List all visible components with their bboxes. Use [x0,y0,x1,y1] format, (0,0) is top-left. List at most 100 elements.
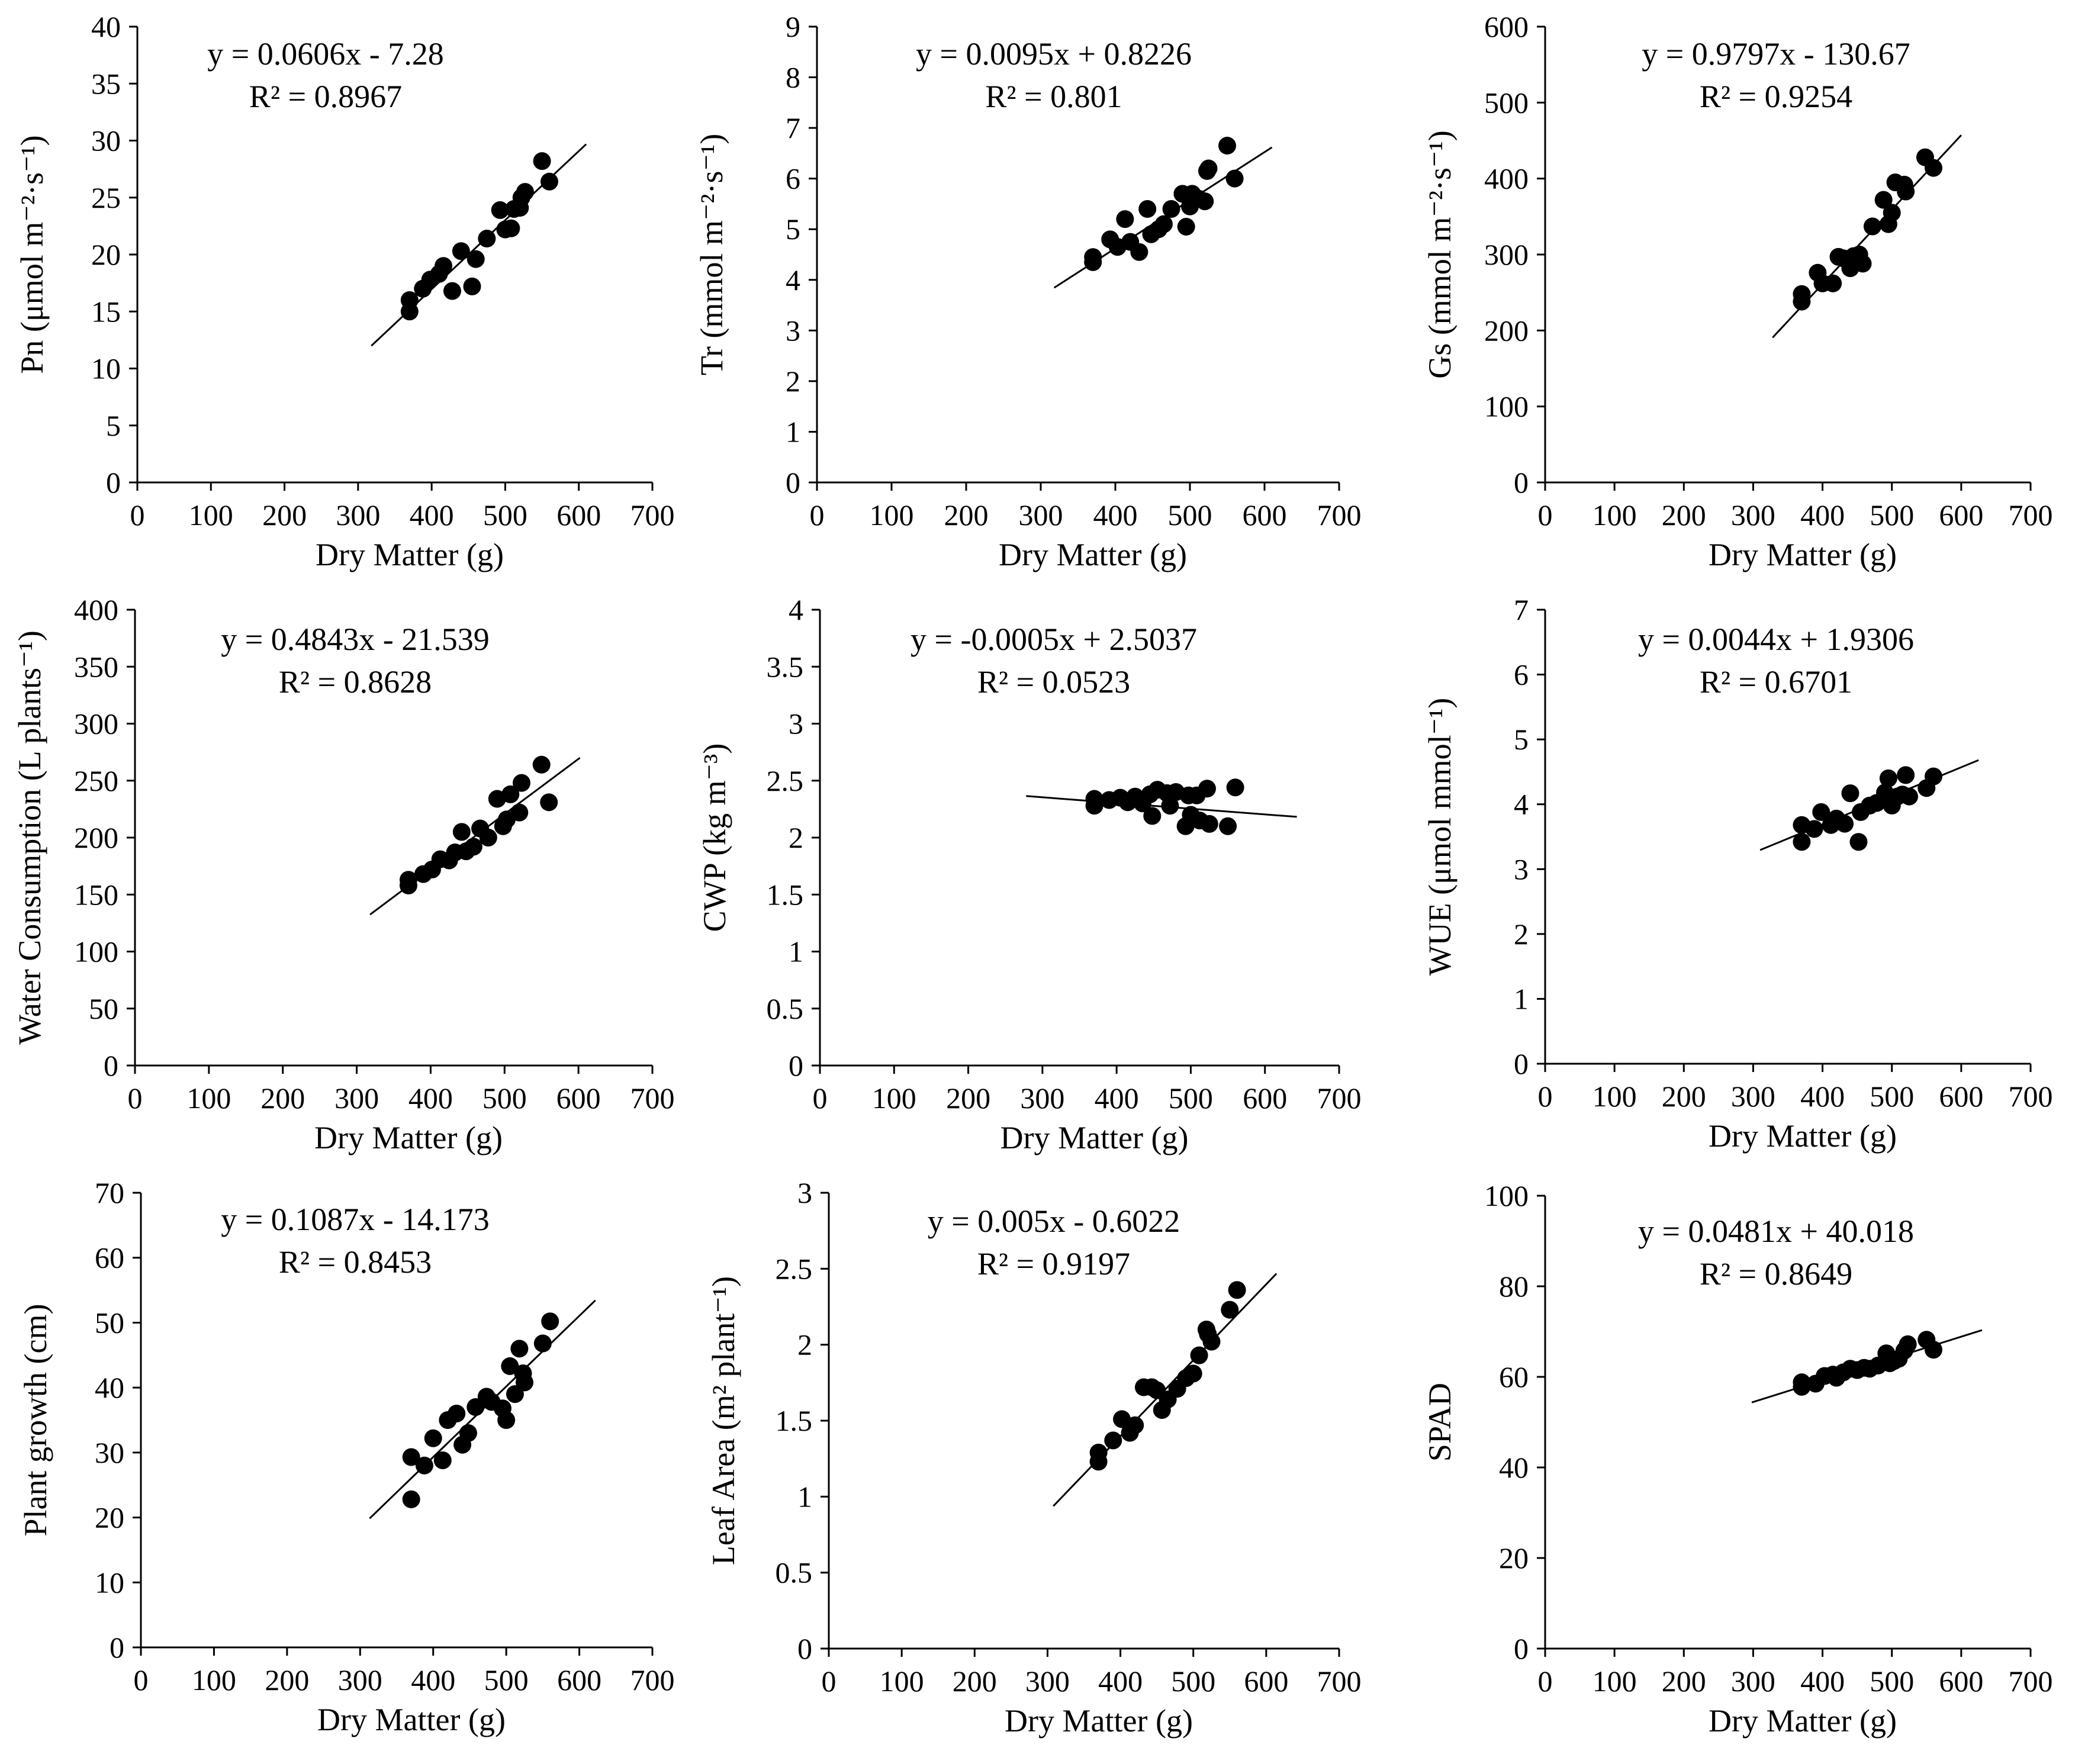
y-tick-label: 5 [106,409,121,442]
data-point [399,876,417,894]
x-tick-label: 300 [338,1663,382,1697]
y-tick-label: 400 [74,593,118,626]
data-point [435,257,453,275]
y-tick-label: 400 [1484,162,1529,195]
y-tick-label: 7 [1514,593,1529,626]
x-tick-label: 500 [1168,498,1212,532]
chart-panel-2: 0 100 200 300 400 500 600 700 0 1 2 3 4 5 6 7 8 9 Dry Matt… [694,10,1362,572]
chart-panel-9: 0 100 200 300 400 500 600 700 0 20 40 60 80 100 Dry Ma… [1422,1179,2053,1739]
x-tick-label: 500 [1169,1081,1213,1115]
x-tick-label: 700 [2009,498,2053,532]
y-tick-label: 350 [74,650,118,683]
x-tick-label: 200 [946,1081,990,1115]
y-axis-title: WUE (μmol mmol⁻¹) [1422,698,1458,976]
x-axis-title: Dry Matter (g) [1709,1118,1897,1154]
data-point [1793,1377,1811,1396]
data-point [1883,204,1901,222]
x-tick-label: 200 [1662,498,1706,532]
data-point [502,219,520,237]
data-point [491,201,509,219]
x-tick-label: 700 [630,498,675,532]
data-point [510,803,529,822]
chart-panel-6: 0 100 200 300 400 500 600 700 0 1 2 3 4 5 6 7 Dry Matter… [1422,593,2053,1154]
y-tick-label: 0.5 [776,1556,813,1589]
y-tick-label: 200 [1484,314,1529,347]
y-axis-title: Tr (mmol m⁻²·s⁻¹) [694,134,729,375]
chart-panel-5: 0 100 200 300 400 500 600 700 0 0.5 1 1.5 2 2.5 3 3.5 4 D… [697,593,1362,1155]
x-tick-label: 200 [1662,1080,1706,1113]
y-tick-label: 300 [74,707,118,741]
x-tick-label: 700 [2009,1080,2053,1113]
data-point [1897,182,1915,201]
y-tick-label: 15 [91,295,121,328]
y-tick-label: 1.5 [776,1404,813,1437]
x-tick-label: 200 [260,1081,305,1115]
y-tick-label: 6 [1514,658,1529,691]
x-tick-label: 500 [1870,498,1914,532]
data-point [1200,815,1218,833]
y-tick-label: 0 [104,1049,118,1082]
r-squared-label: R² = 0.6701 [1700,664,1852,700]
data-point [541,1312,559,1331]
y-tick-label: 3 [786,314,800,347]
data-point [510,1340,529,1358]
y-tick-label: 5 [786,213,800,246]
data-point [1925,1341,1942,1359]
data-point [1154,215,1173,233]
x-tick-label: 0 [130,498,145,532]
data-point [1202,1332,1221,1351]
chart-panel-8: 0 100 200 300 400 500 600 700 0 0.5 1 1.5 2 2.5 3 Dry M… [706,1176,1362,1739]
data-point [452,823,471,841]
y-tick-label: 60 [95,1241,124,1274]
x-axis-title: Dry Matter (g) [1005,1703,1193,1739]
data-point [1218,137,1236,155]
y-tick-label: 500 [1484,86,1529,119]
x-tick-label: 200 [953,1665,997,1698]
data-point [501,1357,519,1375]
y-tick-label: 200 [74,821,118,854]
data-point [1126,1416,1144,1434]
x-tick-label: 0 [1538,1080,1553,1113]
y-axis-title: SPAD [1422,1383,1458,1462]
data-point [1854,255,1872,273]
regression-equation: y = 0.4843x - 21.539 [221,622,489,657]
y-tick-label: 40 [91,10,121,43]
x-tick-label: 300 [1025,1665,1070,1698]
x-tick-label: 600 [1939,1665,1983,1698]
x-tick-label: 600 [1939,498,1983,532]
x-tick-label: 700 [2009,1665,2053,1698]
y-tick-label: 1 [789,935,803,968]
x-axis-title: Dry Matter (g) [317,1702,506,1737]
x-tick-label: 0 [822,1665,837,1698]
x-tick-label: 600 [556,498,601,532]
y-tick-label: 10 [95,1566,124,1599]
y-tick-label: 50 [95,1306,124,1339]
data-point [464,838,482,856]
data-point [1836,815,1854,833]
y-tick-label: 4 [789,593,803,626]
x-tick-label: 100 [870,498,914,532]
y-tick-label: 50 [89,992,118,1025]
data-point [1925,159,1942,177]
x-tick-label: 600 [1243,498,1287,532]
x-axis-title: Dry Matter (g) [316,537,504,572]
y-tick-label: 1 [797,1480,812,1513]
data-point [1104,1431,1122,1450]
x-tick-label: 400 [1800,1080,1845,1113]
data-point [1143,807,1162,825]
data-point [1199,159,1218,178]
y-tick-label: 2.5 [767,764,804,797]
r-squared-label: R² = 0.9254 [1700,79,1852,114]
y-tick-label: 3 [789,707,803,741]
data-point [1874,191,1893,209]
y-tick-label: 0 [797,1632,812,1665]
y-tick-label: 5 [1514,723,1529,756]
x-tick-label: 200 [944,498,989,532]
x-tick-label: 600 [557,1663,601,1697]
data-point [516,1373,533,1392]
data-point [1190,1346,1208,1364]
regression-equation: y = 0.0095x + 0.8226 [916,36,1192,72]
x-tick-label: 300 [334,1081,379,1115]
data-point [479,829,497,846]
data-point [1793,833,1811,851]
